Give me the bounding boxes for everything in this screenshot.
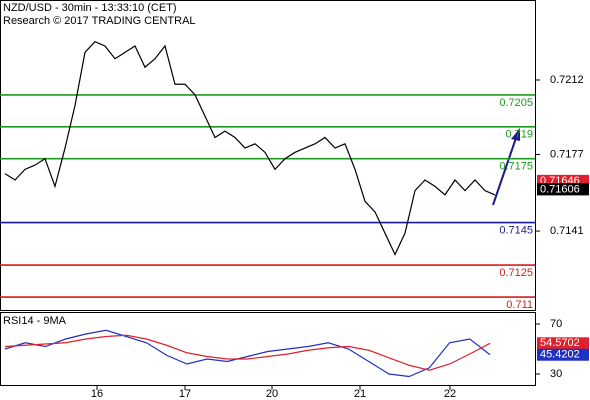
chart-subtitle: Research © 2017 TRADING CENTRAL	[3, 15, 196, 27]
series-line	[4, 40, 496, 256]
series-line	[4, 334, 491, 371]
last-value-label: 54.5702	[540, 337, 580, 349]
y-tick-label: 0.7177	[550, 148, 584, 160]
level-label: 0.7205	[499, 97, 533, 109]
y-tick-label: 30	[550, 368, 562, 380]
last-value-label: 0.71606	[540, 183, 580, 195]
rsi-frame	[0, 312, 536, 386]
level-label: 0.711	[506, 299, 533, 311]
level-label: 0.7145	[499, 224, 533, 236]
last-value-box	[537, 183, 589, 196]
series-line	[4, 329, 491, 378]
x-tick-label: 21	[354, 388, 366, 400]
x-tick-label: 20	[266, 388, 278, 400]
y-tick-label: 70	[550, 318, 562, 330]
x-tick-label: 16	[91, 388, 103, 400]
price-frame	[0, 0, 536, 311]
level-label: 0.719	[505, 129, 533, 141]
last-value-label: 45.4202	[540, 349, 580, 361]
y-tick-label: 0.7141	[550, 225, 584, 237]
last-value-box	[537, 348, 589, 361]
level-label: 0.7125	[499, 267, 533, 279]
y-tick-label: 0.7212	[550, 74, 584, 86]
chart-title: NZD/USD - 30min - 13:33:10 (CET)	[3, 2, 177, 14]
x-tick-label: 17	[179, 388, 191, 400]
level-label: 0.7175	[499, 161, 533, 173]
last-value-box	[537, 337, 589, 350]
rsi-title: RSI14 - 9MA	[3, 315, 67, 327]
forecast-arrow	[492, 128, 520, 206]
x-tick-label: 22	[444, 388, 456, 400]
